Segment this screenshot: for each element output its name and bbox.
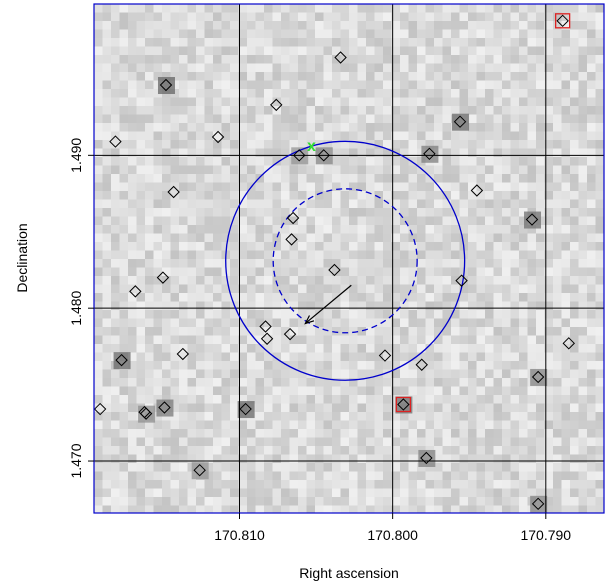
source-marker-14 (285, 233, 298, 246)
plot-frame (93, 3, 605, 514)
source-marker-7 (293, 149, 306, 162)
highlight-box-0 (554, 13, 571, 29)
source-marker-33 (139, 407, 153, 420)
source-marker-8 (317, 149, 330, 162)
source-marker-5 (211, 130, 225, 144)
x-tick-label-0: 170.810 (214, 527, 265, 543)
source-marker-23 (176, 347, 190, 361)
source-marker-6 (453, 115, 467, 128)
source-marker-21 (283, 327, 297, 341)
source-marker-29 (94, 402, 107, 416)
source-marker-9 (423, 147, 436, 161)
source-marker-16 (328, 263, 341, 277)
x-axis-title: Right ascension (299, 565, 399, 581)
source-marker-34 (420, 451, 433, 465)
arrow-shaft (304, 284, 352, 324)
search-radius-circles (225, 140, 466, 381)
x-tick-label-2: 170.790 (520, 527, 571, 543)
y-axis-ticks: 1.470 1.480 1.490 (68, 138, 94, 479)
source-marker-35 (193, 463, 206, 477)
grid-lines (94, 4, 604, 513)
proper-motion-arrow (304, 284, 352, 325)
source-markers (94, 14, 575, 511)
y-axis-title: Declination (14, 223, 30, 292)
source-marker-31 (239, 402, 252, 416)
source-marker-22 (562, 337, 575, 350)
source-marker-12 (525, 213, 539, 226)
source-marker-3 (270, 98, 283, 112)
arrow-head (304, 315, 315, 325)
source-marker-20 (260, 332, 274, 345)
y-tick-label-2: 1.490 (68, 138, 84, 173)
source-marker-28 (397, 398, 410, 411)
source-marker-25 (415, 358, 428, 371)
source-marker-11 (470, 184, 484, 197)
y-tick-label-0: 1.470 (68, 443, 84, 478)
source-marker-1 (334, 51, 347, 64)
x-axis-ticks: 170.810 170.800 170.790 (214, 513, 571, 543)
source-marker-13 (286, 211, 300, 225)
source-marker-36 (531, 497, 545, 511)
source-marker-19 (259, 320, 272, 333)
inner-dashed-circle (272, 188, 418, 334)
source-marker-2 (159, 78, 173, 92)
y-tick-label-1: 1.480 (68, 290, 84, 325)
target-marker: x (307, 138, 316, 155)
source-marker-26 (115, 353, 128, 367)
source-marker-24 (378, 349, 392, 362)
target-x-marker: x (307, 138, 316, 155)
source-marker-4 (109, 135, 122, 148)
sky-image-background (94, 4, 604, 513)
outer-solid-circle (225, 140, 466, 381)
highlight-boxes (395, 13, 571, 413)
source-marker-17 (455, 274, 468, 287)
source-marker-27 (531, 370, 545, 384)
source-marker-15 (156, 271, 170, 284)
source-marker-30 (158, 401, 171, 414)
source-marker-10 (167, 185, 180, 199)
highlight-box-1 (395, 396, 412, 413)
source-marker-0 (556, 14, 569, 28)
x-tick-label-1: 170.800 (367, 527, 418, 543)
source-marker-18 (129, 285, 142, 298)
